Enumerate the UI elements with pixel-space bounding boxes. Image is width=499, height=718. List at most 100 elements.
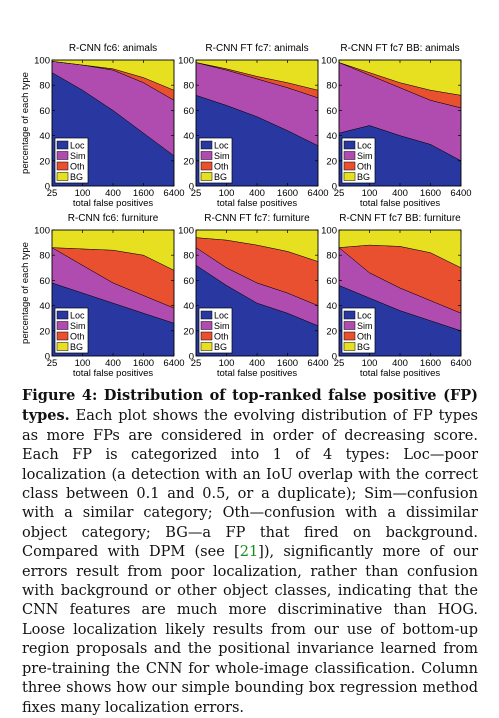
legend-label-oth: Oth	[70, 162, 85, 172]
y-tick-label: 40	[39, 131, 50, 142]
y-tick-label: 100	[321, 226, 337, 237]
y-tick-label: 80	[183, 251, 194, 262]
x-tick-label: 100	[362, 358, 378, 369]
y-tick-label: 40	[326, 131, 337, 142]
legend-label-bg: BG	[357, 342, 370, 352]
x-tick-label: 400	[105, 188, 121, 199]
x-tick-label: 25	[334, 358, 345, 369]
x-tick-label: 1600	[133, 188, 154, 199]
y-tick-label: 80	[183, 81, 194, 92]
x-tick-label: 6400	[307, 358, 328, 369]
legend-swatch-bg	[343, 172, 356, 181]
x-tick-label: 400	[249, 358, 265, 369]
x-tick-label: 6400	[163, 188, 184, 199]
legend-swatch-oth	[343, 161, 356, 171]
y-tick-label: 80	[39, 81, 50, 92]
legend-label-loc: Loc	[214, 141, 229, 151]
y-tick-label: 100	[34, 226, 50, 237]
y-tick-label: 100	[34, 56, 50, 67]
legend-label-bg: BG	[214, 172, 227, 182]
legend-swatch-loc	[200, 140, 213, 150]
x-tick-label: 100	[219, 358, 235, 369]
legend-label-loc: Loc	[357, 311, 372, 321]
x-tick-label: 25	[47, 358, 58, 369]
y-tick-label: 40	[326, 301, 337, 312]
y-tick-label: 100	[321, 56, 337, 67]
legend-swatch-loc	[200, 310, 213, 320]
figure-charts: 0 20 40 60 80 100 25 100 400 1600 6400 R-CNN fc6: a…	[20, 43, 472, 379]
y-tick-label: 20	[183, 156, 194, 167]
y-tick-label: 60	[183, 106, 194, 117]
x-axis-label: total false positives	[360, 198, 441, 209]
legend-label-bg: BG	[70, 342, 83, 352]
y-tick-label: 80	[39, 251, 50, 262]
y-tick-label: 60	[39, 276, 50, 287]
x-tick-label: 25	[334, 188, 345, 199]
legend-label-bg: BG	[357, 172, 370, 182]
y-tick-label: 0	[332, 182, 337, 193]
y-tick-label: 0	[332, 352, 337, 363]
y-tick-label: 0	[189, 182, 194, 193]
y-tick-label: 0	[45, 352, 50, 363]
x-axis-label: total false positives	[217, 368, 298, 379]
legend-label-oth: Oth	[70, 332, 85, 342]
legend-swatch-oth	[200, 331, 213, 341]
x-axis-label: total false positives	[73, 198, 154, 209]
legend-label-sim: Sim	[214, 151, 230, 161]
legend-swatch-bg	[56, 172, 69, 181]
caption-text-1: Each plot shows the evolving distributio…	[22, 408, 478, 561]
legend-label-sim: Sim	[70, 151, 86, 161]
legend-swatch-oth	[56, 331, 69, 341]
citation-link[interactable]: 21	[239, 544, 259, 561]
x-tick-label: 25	[47, 188, 58, 199]
chart-title: R-CNN FT fc7: animals	[205, 43, 308, 54]
y-tick-label: 100	[178, 226, 194, 237]
legend-swatch-loc	[343, 140, 356, 150]
y-tick-label: 80	[326, 81, 337, 92]
x-tick-label: 1600	[133, 358, 154, 369]
y-axis-label: percentage of each type	[20, 72, 31, 174]
legend-label-sim: Sim	[214, 321, 230, 331]
chart-title: R-CNN fc6: animals	[69, 43, 157, 54]
legend-swatch-bg	[56, 342, 69, 351]
legend-label-sim: Sim	[357, 151, 373, 161]
legend-swatch-sim	[200, 321, 213, 330]
x-tick-label: 100	[75, 188, 91, 199]
legend-swatch-sim	[56, 321, 69, 330]
legend-label-loc: Loc	[357, 141, 372, 151]
y-tick-label: 20	[183, 326, 194, 337]
y-tick-label: 20	[326, 156, 337, 167]
chart-title: R-CNN FT fc7: furniture	[204, 213, 310, 224]
y-tick-label: 0	[189, 352, 194, 363]
y-tick-label: 0	[45, 182, 50, 193]
x-tick-label: 1600	[420, 358, 441, 369]
legend-swatch-loc	[343, 310, 356, 320]
chart-title: R-CNN FT fc7 BB: furniture	[339, 213, 461, 224]
legend-swatch-loc	[56, 310, 69, 320]
legend-swatch-sim	[343, 321, 356, 330]
x-axis-label: total false positives	[360, 368, 441, 379]
legend-swatch-oth	[343, 331, 356, 341]
figure-caption: Figure 4: Distribution of top-ranked fal…	[22, 386, 478, 718]
y-tick-label: 80	[326, 251, 337, 262]
y-tick-label: 40	[39, 301, 50, 312]
legend-label-oth: Oth	[357, 162, 372, 172]
x-tick-label: 400	[392, 358, 408, 369]
y-tick-label: 60	[326, 106, 337, 117]
x-tick-label: 6400	[307, 188, 328, 199]
x-tick-label: 400	[105, 358, 121, 369]
x-axis-label: total false positives	[217, 198, 298, 209]
x-tick-label: 6400	[450, 188, 471, 199]
y-tick-label: 20	[39, 326, 50, 337]
x-tick-label: 100	[219, 188, 235, 199]
x-tick-label: 400	[249, 188, 265, 199]
chart-title: R-CNN FT fc7 BB: animals	[340, 43, 459, 54]
legend-swatch-sim	[343, 151, 356, 160]
x-tick-label: 1600	[420, 188, 441, 199]
x-tick-label: 6400	[163, 358, 184, 369]
legend-swatch-bg	[200, 172, 213, 181]
legend-swatch-loc	[56, 140, 69, 150]
legend-label-loc: Loc	[70, 311, 85, 321]
x-tick-label: 6400	[450, 358, 471, 369]
